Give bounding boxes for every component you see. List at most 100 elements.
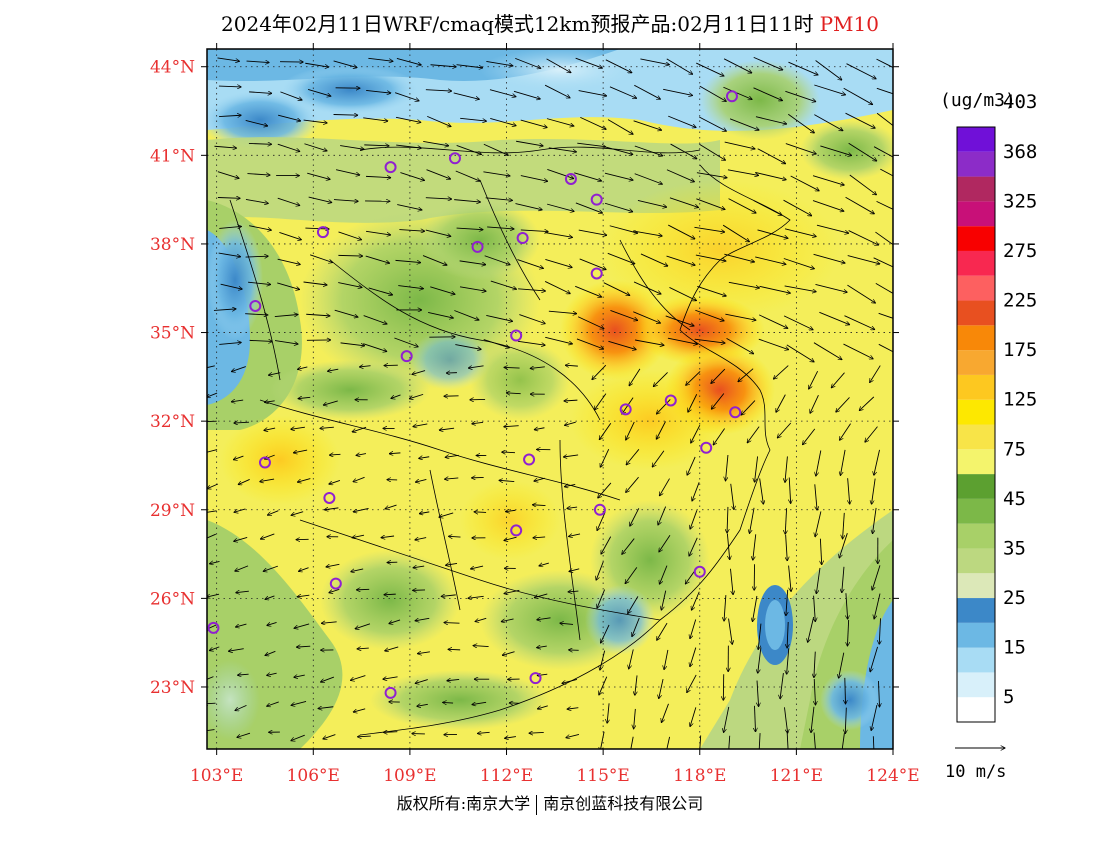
wind-arrow xyxy=(661,703,669,723)
legend-swatch xyxy=(957,250,995,276)
wind-arrow xyxy=(425,90,452,91)
wind-arrow xyxy=(560,623,574,624)
wind-arrow xyxy=(207,703,216,704)
wind-arrow xyxy=(632,617,640,637)
wind-arrow xyxy=(453,92,480,99)
legend-label: 5 xyxy=(1003,686,1014,708)
wind-arrow xyxy=(468,366,484,368)
wind-arrow xyxy=(819,311,849,324)
wind-arrow xyxy=(601,536,612,555)
wind-arrow xyxy=(686,371,701,385)
wind-arrow xyxy=(299,567,309,572)
wind-arrow xyxy=(267,701,279,706)
city-marker xyxy=(316,226,329,239)
wind-arrow xyxy=(789,477,790,503)
lon-label: 112°E xyxy=(480,766,533,786)
wind-arrow xyxy=(383,677,398,679)
lon-label: 124°E xyxy=(866,766,919,786)
wind-arrow xyxy=(447,679,460,680)
city-marker xyxy=(323,491,336,504)
wind-arrow xyxy=(815,284,847,292)
wind-arrow xyxy=(532,505,546,506)
concentration-field xyxy=(207,49,893,749)
wind-arrow xyxy=(265,595,275,599)
wind-arrow xyxy=(874,449,880,475)
city-marker xyxy=(258,456,271,469)
wind-arrow xyxy=(213,309,236,311)
wind-arrow xyxy=(865,426,878,443)
wind-arrow xyxy=(784,285,817,292)
wind-arrow xyxy=(395,259,420,262)
city-marker xyxy=(510,524,523,537)
wind-arrow xyxy=(786,344,814,362)
wind-arrow xyxy=(207,449,218,454)
wind-arrow xyxy=(307,89,331,96)
wind-arrow xyxy=(875,282,893,294)
wind-arrow xyxy=(415,679,428,684)
wind-arrow xyxy=(738,368,754,382)
wind-arrow xyxy=(518,288,545,291)
wind-arrow xyxy=(695,254,726,261)
wind-arrow xyxy=(640,58,669,65)
wind-arrow xyxy=(454,310,479,320)
wind-arrow xyxy=(666,736,671,749)
wind-arrow xyxy=(537,705,548,709)
wind-arrow xyxy=(601,624,610,643)
wind-arrow xyxy=(398,285,423,289)
wind-arrow xyxy=(303,281,328,285)
wind-arrow xyxy=(814,114,842,131)
wind-arrow xyxy=(563,455,579,457)
wind-arrow xyxy=(506,510,516,511)
wind-arrow xyxy=(845,196,875,214)
wind-arrow xyxy=(338,231,362,240)
wind-arrow xyxy=(812,175,844,185)
wind-arrow xyxy=(235,623,247,627)
wind-arrow xyxy=(567,708,579,709)
legend-swatch xyxy=(957,672,995,698)
wind-arrow xyxy=(217,198,240,199)
wind-arrow xyxy=(248,281,271,284)
wind-arrow xyxy=(568,591,579,592)
wind-arrow xyxy=(520,119,547,127)
footer-separator xyxy=(536,794,538,815)
map-axes: 44°N 41°N 38°N 35°N 32°N 29°N 26°N 23°N 103°E 106… xyxy=(150,43,920,786)
lon-label: 115°E xyxy=(576,766,629,786)
wind-arrow xyxy=(219,226,241,228)
wind-arrow xyxy=(340,342,365,346)
wind-arrow xyxy=(659,565,668,585)
wind-arrow xyxy=(415,617,430,620)
wind-arrow xyxy=(280,91,302,100)
wind-arrow xyxy=(504,589,520,593)
wind-arrow xyxy=(728,618,733,645)
wind-arrow xyxy=(640,253,668,266)
wind-arrow xyxy=(207,392,218,397)
wind-arrow xyxy=(727,169,759,176)
wind-arrow xyxy=(207,593,220,597)
wind-arrow xyxy=(329,454,341,455)
wind-arrow xyxy=(233,455,244,460)
city-marker xyxy=(523,453,536,466)
wind-arrow xyxy=(277,143,300,151)
wind-arrow xyxy=(277,197,300,205)
wind-arrow xyxy=(445,455,459,457)
wind-arrow xyxy=(389,619,401,624)
wind-arrow xyxy=(207,730,215,731)
wind-arrow xyxy=(870,365,881,383)
wind-arrow xyxy=(713,428,725,444)
wind-arrow xyxy=(473,646,489,647)
wind-arrow xyxy=(575,202,603,213)
wind-arrow xyxy=(814,84,845,95)
wind-arrow xyxy=(338,282,362,288)
wind-arrow xyxy=(786,730,789,749)
city-marker xyxy=(590,267,603,280)
legend-swatch xyxy=(957,498,995,524)
wind-arrow xyxy=(600,448,610,467)
wind-arrow xyxy=(758,733,761,749)
city-marker xyxy=(725,90,738,103)
legend-swatch xyxy=(957,523,995,549)
wind-arrow xyxy=(690,510,698,529)
legend-label: 125 xyxy=(1003,389,1037,411)
wind-arrow xyxy=(871,704,878,730)
wind-arrow xyxy=(340,145,364,150)
